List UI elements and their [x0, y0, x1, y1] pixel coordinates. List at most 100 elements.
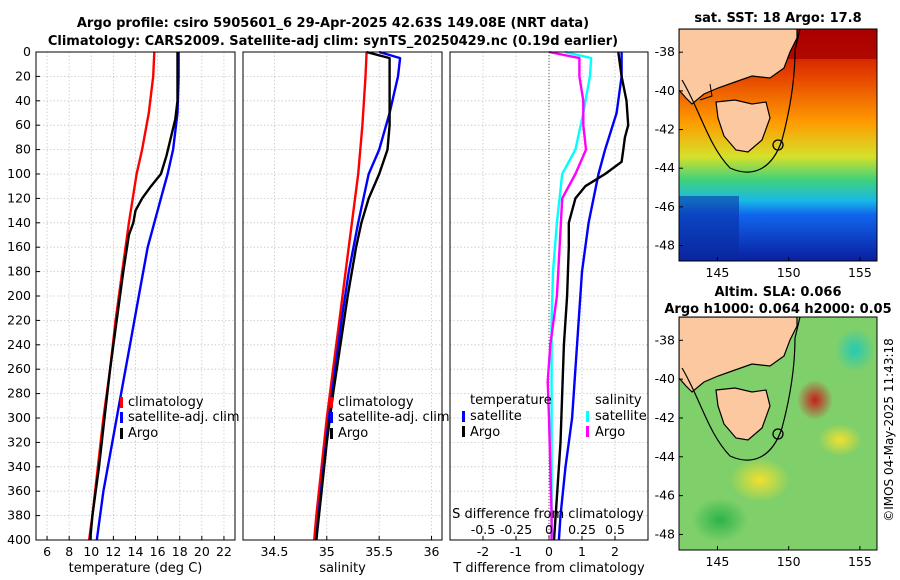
x-tick-label: 2 [611, 544, 619, 559]
x-tick-label: 16 [150, 544, 166, 559]
y-tick-label: 360 [7, 483, 31, 498]
s-tick-label: -0.5 [471, 522, 495, 537]
map-x-tick-label: 150 [777, 554, 801, 569]
y-tick-label: 160 [7, 239, 31, 254]
series-line-t-satellite [557, 52, 623, 541]
series-line-s-argo [546, 50, 588, 540]
map-y-tick-label: -44 [655, 160, 675, 175]
plot-frame [449, 51, 649, 541]
sla-yellow-patch-south [730, 458, 790, 502]
legend-label-t-satellite: satellite [470, 409, 522, 424]
salinity-difference-legend: salinity satellite Argo [586, 393, 647, 440]
s-difference-axis-label: S difference from climatology [452, 507, 644, 522]
x-tick-label: 10 [83, 544, 99, 559]
x-tick-label: 1 [578, 544, 586, 559]
y-tick-label: 300 [7, 410, 31, 425]
map-x-tick-label: 155 [848, 554, 872, 569]
sst-map [679, 29, 877, 261]
plot-frame [242, 51, 443, 541]
legend-label-s-argo: Argo [595, 425, 625, 440]
sst-map-ticks: 145 150 155 -38 -40 -42 -44 -46 -48 [655, 44, 872, 280]
series-line-argo [89, 52, 179, 541]
temperature-legend: climatology satellite-adj. clim Argo [120, 395, 240, 441]
y-tick-label: 0 [23, 44, 31, 59]
map-x-tick-label: 145 [706, 554, 730, 569]
legend-label-argo: Argo [128, 426, 158, 441]
sla-map-title-2: Argo h1000: 0.064 h2000: 0.05 [664, 302, 891, 317]
argo-position-marker [772, 428, 784, 440]
temperature-panel: 6 8 10 12 14 16 18 20 22020406080100120140160180… [7, 44, 236, 576]
shelf-contour [699, 83, 713, 101]
y-tick-label: 40 [15, 93, 31, 108]
x-axis-label: temperature (deg C) [69, 561, 203, 576]
x-tick-label: -2 [477, 544, 489, 559]
y-tick-label: 140 [7, 215, 31, 230]
y-tick-label: 260 [7, 361, 31, 376]
map-y-tick-label: -40 [655, 83, 675, 98]
s-difference-ticks: -0.5 -0.25 0 0.25 0.5 [471, 522, 625, 537]
x-tick-label: 35.5 [365, 544, 393, 559]
y-tick-label: 60 [15, 117, 31, 132]
sst-map-frame [678, 28, 878, 262]
y-tick-label: 200 [7, 288, 31, 303]
y-tick-label: 80 [15, 142, 31, 157]
x-tick-label: 36 [424, 544, 440, 559]
legend-title-salinity: salinity [595, 393, 642, 408]
map-y-tick-label: -42 [655, 122, 675, 137]
depth-contour [681, 317, 801, 461]
x-axis-label: T difference from climatology [452, 561, 645, 576]
sla-map-frame [678, 316, 878, 551]
map-y-tick-label: -46 [655, 488, 675, 503]
x-axis-label: salinity [319, 561, 366, 576]
map-x-tick-label: 150 [777, 265, 801, 280]
x-tick-label: 0 [545, 544, 553, 559]
y-tick-label: 280 [7, 386, 31, 401]
x-tick-label: 6 [43, 544, 51, 559]
legend-swatch-s-satellite [586, 411, 589, 422]
y-tick-label: 240 [7, 337, 31, 352]
x-tick-label: 34.5 [260, 544, 288, 559]
sla-green-patch [692, 498, 748, 542]
legend-swatch-satellite [120, 412, 123, 423]
difference-panel: -2 -1 0 1 2 T difference from climatology [449, 50, 649, 576]
series-line-t-argo [552, 51, 630, 541]
series-line-s-satellite [550, 50, 593, 540]
tasmania [715, 387, 771, 441]
argo-position-marker [772, 139, 784, 151]
y-tick-label: 20 [15, 68, 31, 83]
series-line-climatology [313, 51, 368, 541]
sla-yellow-patch [818, 424, 862, 456]
map-y-tick-label: -38 [655, 44, 675, 59]
legend-swatch-argo [120, 428, 123, 439]
map-x-tick-label: 145 [706, 265, 730, 280]
y-tick-label: 340 [7, 459, 31, 474]
x-tick-label: 18 [172, 544, 188, 559]
sla-map-title-1: Altim. SLA: 0.066 [715, 285, 842, 300]
plot-frame [35, 51, 236, 541]
legend-swatch-climatology [330, 397, 333, 408]
series-line-argo [315, 50, 391, 541]
map-y-tick-label: -42 [655, 410, 675, 425]
x-tick-label: -1 [510, 544, 522, 559]
imos-watermark: ©IMOS 04-May-2025 11:43:18 [882, 338, 896, 522]
legend-label-s-satellite: satellite [595, 409, 647, 424]
sla-low-patch [835, 328, 875, 372]
series-line-satellite-adj-clim [95, 52, 180, 541]
x-tick-label: 12 [105, 544, 121, 559]
title-line-1: Argo profile: csiro 5905601_6 29-Apr-202… [77, 16, 589, 31]
salinity-legend: climatology satellite-adj. clim Argo [330, 395, 450, 441]
tasmania [715, 99, 771, 153]
map-y-tick-label: -40 [655, 371, 675, 386]
mainland [679, 29, 798, 105]
x-tick-label: 22 [216, 544, 232, 559]
legend-label-satellite: satellite-adj. clim [338, 410, 450, 425]
x-tick-label: 14 [128, 544, 144, 559]
depth-contour [681, 29, 801, 173]
legend-swatch-satellite [330, 412, 333, 423]
y-tick-label: 320 [7, 434, 31, 449]
y-tick-label: 100 [7, 166, 31, 181]
mainland [679, 317, 798, 393]
title-line-2: Climatology: CARS2009. Satellite-adj cli… [48, 34, 618, 49]
legend-label-climatology: climatology [338, 395, 414, 410]
